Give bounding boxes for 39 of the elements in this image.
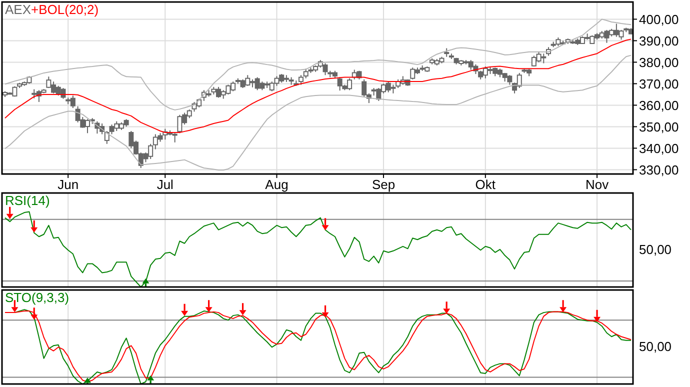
y-tick-label: 400,00	[639, 12, 679, 27]
point	[30, 314, 38, 320]
candlestick	[104, 130, 110, 144]
point	[11, 307, 18, 312]
text: +BOL(20;2)	[31, 2, 99, 17]
point	[6, 214, 14, 219]
point	[30, 227, 38, 232]
point	[147, 375, 154, 380]
y-tick-label: 380,00	[639, 54, 679, 70]
candlestick	[298, 74, 304, 86]
x-tick-label: Sep	[372, 177, 396, 192]
point	[560, 307, 567, 312]
y-tick-label: 350,00	[639, 119, 679, 134]
y-tick-label: 370,00	[639, 76, 679, 92]
x-tick-label: Jun	[58, 177, 79, 192]
point	[322, 312, 329, 318]
point	[594, 316, 601, 322]
point	[181, 310, 188, 316]
point	[443, 308, 450, 314]
point	[205, 307, 212, 312]
y-tick-label: 360,00	[639, 98, 679, 113]
x-tick-label: Okt	[475, 177, 496, 192]
text: 50,00	[639, 338, 672, 354]
text: 50,00	[639, 242, 672, 257]
point	[84, 378, 91, 383]
point	[142, 278, 150, 284]
point	[322, 225, 329, 230]
series-label: STO(9,3,3)	[5, 290, 70, 305]
y-tick-label: 330,00	[639, 162, 679, 178]
y-tick-label: 390,00	[639, 33, 679, 48]
x-tick-label: Aug	[265, 177, 288, 192]
line-series	[4, 54, 632, 171]
line-series	[4, 18, 632, 110]
point	[239, 310, 246, 316]
x-tick-label: Jul	[156, 177, 174, 192]
x-tick-label: Nov	[585, 177, 610, 192]
series-label: RSI(14)	[5, 193, 50, 208]
y-tick-label: 340,00	[639, 140, 679, 156]
text: AEX	[5, 2, 32, 17]
